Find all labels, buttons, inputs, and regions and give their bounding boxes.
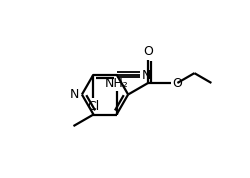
Text: NH₂: NH₂ xyxy=(105,77,128,90)
Text: Cl: Cl xyxy=(87,100,100,113)
Text: O: O xyxy=(172,77,182,90)
Text: O: O xyxy=(143,45,153,58)
Text: N: N xyxy=(142,69,151,82)
Text: N: N xyxy=(70,88,80,101)
